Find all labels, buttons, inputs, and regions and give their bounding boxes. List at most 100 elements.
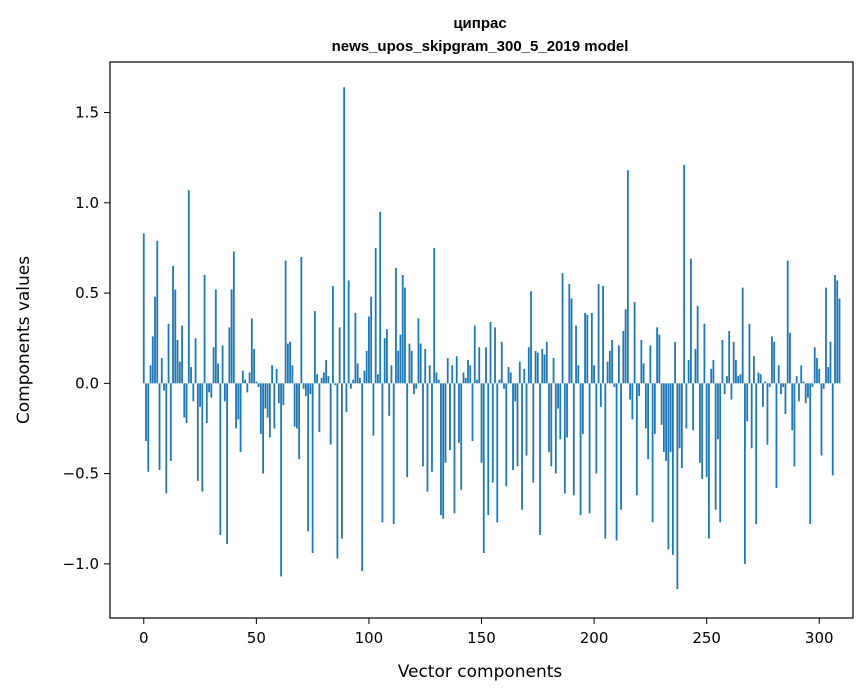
bar-274 bbox=[759, 374, 762, 384]
bar-39 bbox=[230, 289, 233, 384]
bar-19 bbox=[185, 383, 188, 424]
bar-91 bbox=[347, 280, 350, 384]
bar-244 bbox=[692, 383, 695, 431]
bar-266 bbox=[741, 287, 744, 384]
bar-168 bbox=[521, 383, 523, 510]
bar-191 bbox=[572, 383, 575, 496]
bar-226 bbox=[651, 383, 654, 523]
bar-127 bbox=[428, 365, 431, 384]
bar-111 bbox=[392, 383, 395, 525]
bar-187 bbox=[563, 383, 566, 494]
bar-106 bbox=[381, 383, 384, 523]
bar-262 bbox=[732, 341, 735, 384]
bar-30 bbox=[210, 383, 213, 398]
bar-32 bbox=[214, 289, 217, 384]
bar-188 bbox=[566, 383, 568, 438]
y-tick-label: 0.0 bbox=[75, 374, 99, 392]
x-axis-ticks: 0 50 100 150 200 250 300 bbox=[139, 618, 834, 647]
bar-149 bbox=[478, 347, 481, 384]
bar-101 bbox=[370, 296, 373, 384]
bar-303 bbox=[825, 287, 827, 384]
bar-139 bbox=[455, 356, 458, 384]
bar-109 bbox=[388, 383, 391, 416]
bar-282 bbox=[777, 365, 780, 384]
bar-223 bbox=[644, 383, 647, 429]
bar-37 bbox=[226, 383, 228, 544]
bar-79 bbox=[320, 377, 323, 384]
bar-154 bbox=[489, 321, 492, 384]
chart-subtitle: news_upos_skipgram_300_5_2019 model bbox=[332, 38, 629, 55]
bar-115 bbox=[401, 275, 404, 384]
bar-25 bbox=[199, 383, 201, 407]
bar-209 bbox=[613, 383, 616, 387]
bar-10 bbox=[165, 383, 168, 494]
bar-50 bbox=[255, 381, 258, 384]
bar-250 bbox=[705, 383, 708, 478]
bar-201 bbox=[595, 383, 598, 474]
bar-224 bbox=[647, 383, 650, 460]
bar-95 bbox=[356, 363, 359, 384]
x-tick-label: 150 bbox=[467, 629, 496, 647]
bar-40 bbox=[232, 251, 235, 384]
y-tick-label: 0.5 bbox=[75, 284, 99, 302]
bar-110 bbox=[390, 365, 393, 384]
bar-85 bbox=[334, 383, 337, 386]
y-tick-label: 1.5 bbox=[75, 104, 99, 122]
bar-147 bbox=[473, 325, 476, 384]
bar-144 bbox=[467, 359, 469, 384]
x-tick-label: 200 bbox=[580, 629, 609, 647]
bar-4 bbox=[151, 336, 154, 384]
bar-189 bbox=[568, 284, 571, 384]
bar-88 bbox=[341, 383, 343, 539]
bar-105 bbox=[379, 211, 382, 384]
bar-307 bbox=[834, 275, 836, 384]
bar-202 bbox=[597, 284, 600, 384]
bar-212 bbox=[620, 383, 622, 510]
bar-268 bbox=[746, 383, 749, 422]
bar-217 bbox=[631, 383, 634, 420]
bar-247 bbox=[699, 383, 701, 463]
bar-302 bbox=[822, 383, 825, 389]
bar-63 bbox=[284, 260, 287, 384]
bar-61 bbox=[280, 383, 283, 577]
bar-96 bbox=[359, 377, 361, 384]
bar-58 bbox=[273, 383, 276, 429]
bar-71 bbox=[302, 383, 305, 389]
x-tick-label: 0 bbox=[139, 629, 149, 647]
bar-299 bbox=[816, 358, 818, 384]
bar-158 bbox=[498, 379, 501, 384]
bar-64 bbox=[286, 343, 289, 384]
bar-131 bbox=[437, 379, 440, 384]
bar-146 bbox=[471, 383, 474, 442]
bar-135 bbox=[446, 358, 449, 384]
bar-45 bbox=[244, 379, 246, 384]
bar-120 bbox=[413, 383, 415, 395]
bar-229 bbox=[658, 334, 661, 384]
bar-245 bbox=[694, 349, 697, 384]
bar-271 bbox=[753, 356, 755, 384]
bar-76 bbox=[313, 311, 316, 384]
bar-86 bbox=[336, 383, 339, 559]
bar-183 bbox=[554, 383, 557, 474]
bar-series bbox=[142, 87, 841, 590]
bar-300 bbox=[818, 368, 821, 384]
bar-288 bbox=[791, 383, 794, 431]
bar-182 bbox=[552, 358, 555, 384]
bar-100 bbox=[368, 316, 370, 384]
bar-166 bbox=[516, 383, 519, 467]
bar-172 bbox=[530, 291, 532, 384]
bar-177 bbox=[541, 349, 544, 384]
bar-42 bbox=[237, 383, 240, 420]
bar-292 bbox=[800, 365, 803, 384]
bar-151 bbox=[482, 383, 485, 554]
bar-116 bbox=[404, 287, 406, 384]
bar-184 bbox=[557, 383, 559, 409]
bar-18 bbox=[183, 383, 186, 418]
bar-203 bbox=[599, 383, 602, 407]
bar-128 bbox=[431, 383, 433, 472]
bar-192 bbox=[575, 325, 577, 384]
bar-143 bbox=[464, 377, 467, 384]
bar-251 bbox=[708, 383, 710, 539]
bar-267 bbox=[744, 383, 746, 564]
bar-289 bbox=[793, 383, 796, 467]
